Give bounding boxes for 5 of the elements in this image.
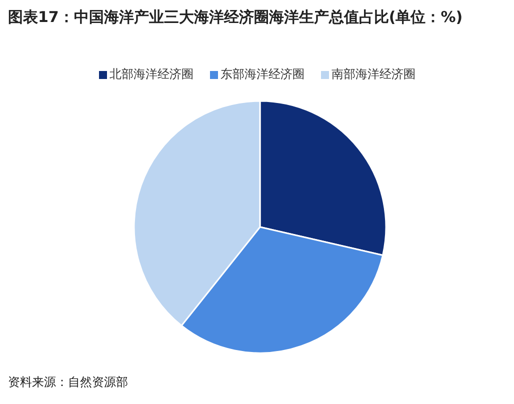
legend-label: 北部海洋经济圈 — [108, 67, 194, 81]
chart-title: 图表17：中国海洋产业三大海洋经济圈海洋生产总值占比(单位：%) — [8, 7, 464, 28]
legend-label: 东部海洋经济圈 — [220, 67, 304, 81]
legend-label: 南部海洋经济圈 — [330, 67, 416, 81]
text: 资料来源：自然资源部 — [8, 374, 128, 391]
